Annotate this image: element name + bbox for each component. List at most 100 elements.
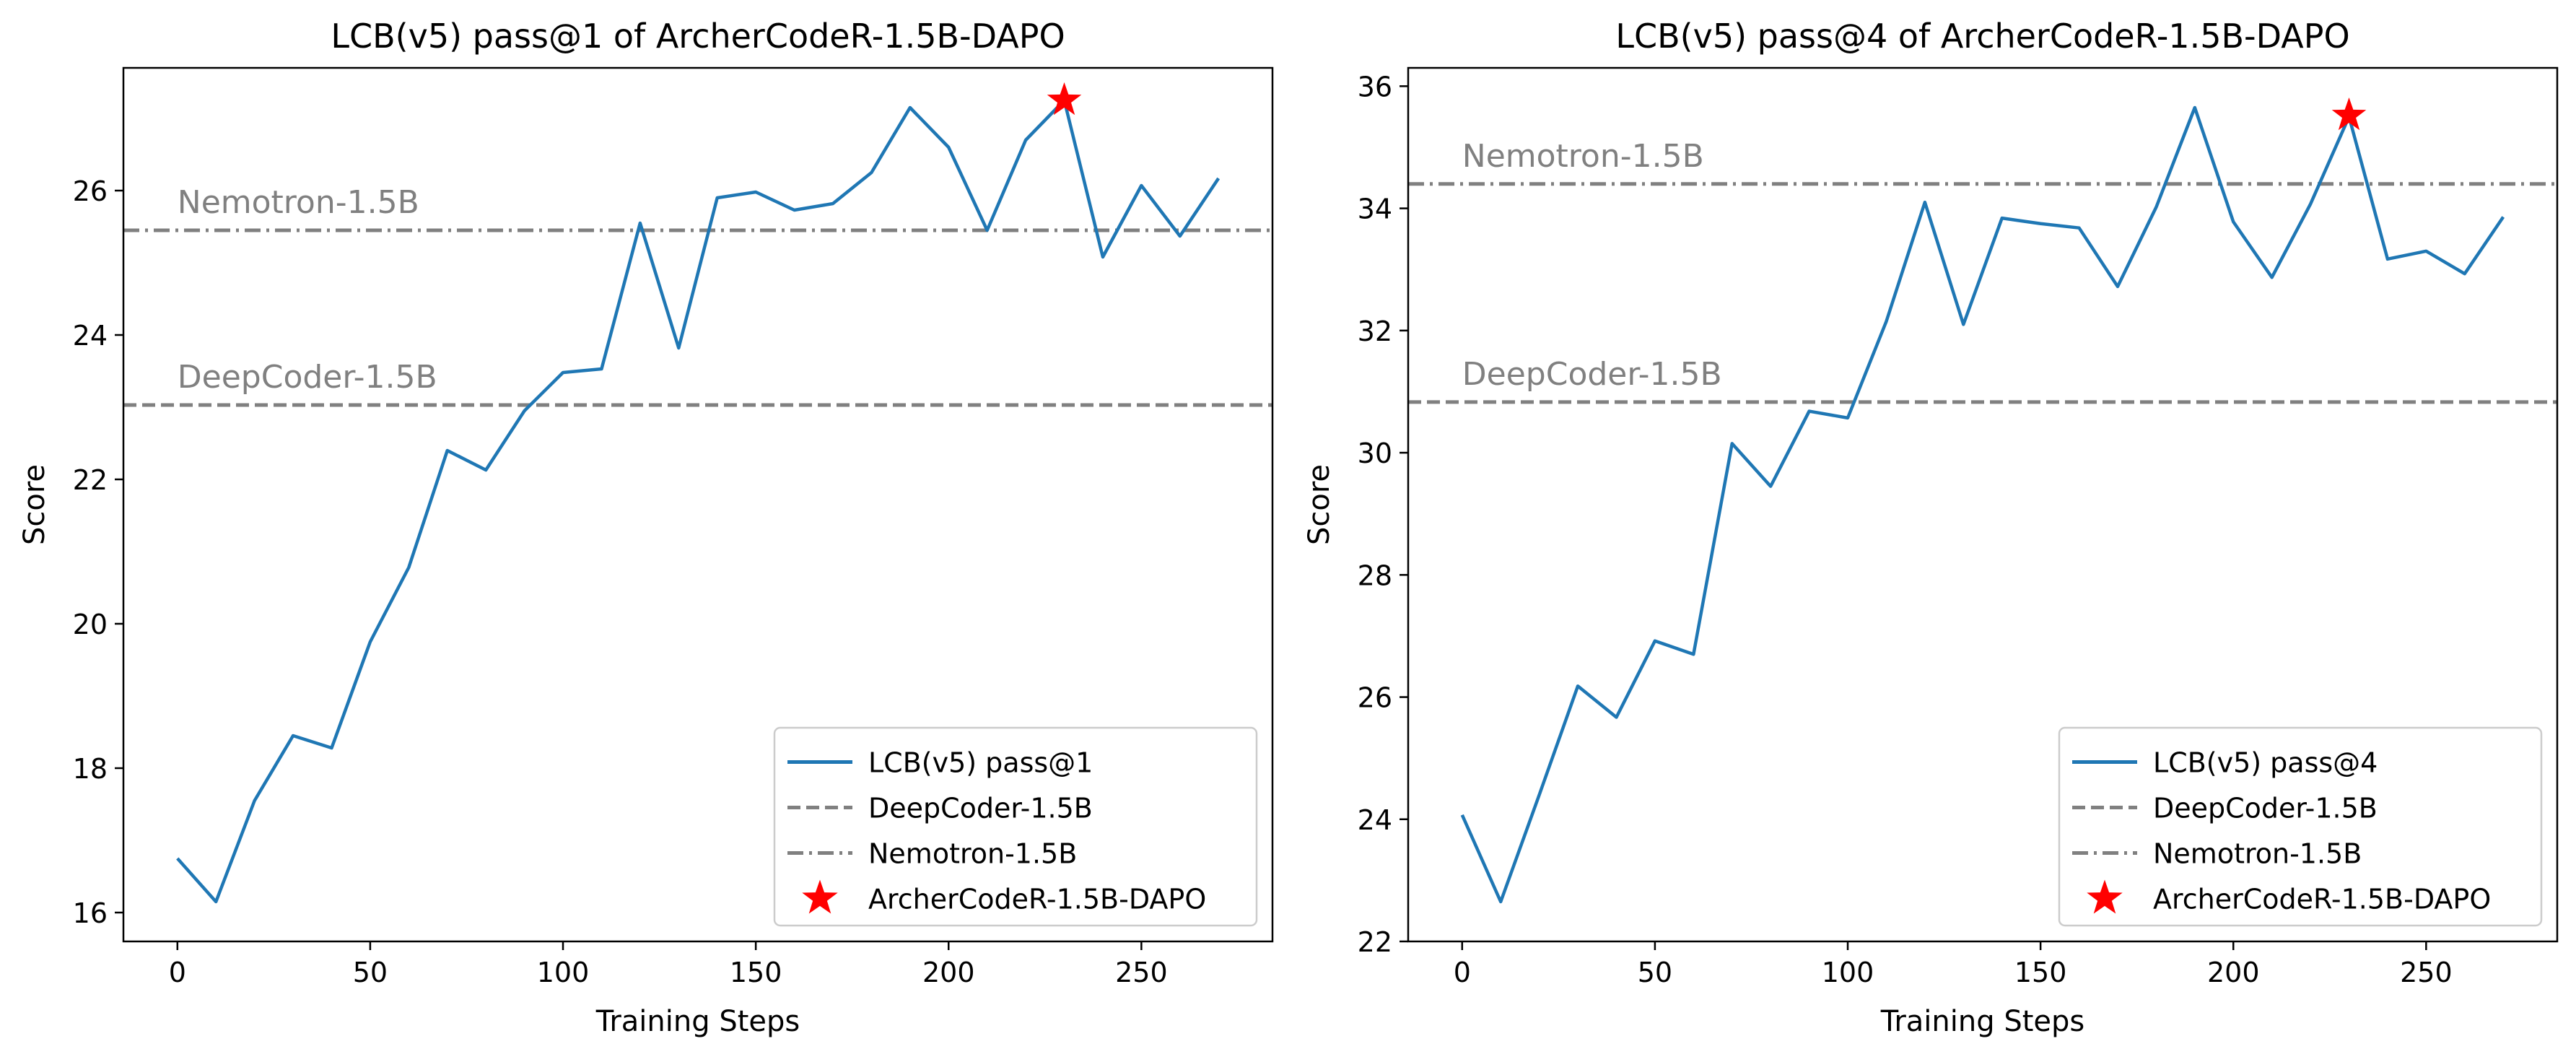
data-point [2154,205,2158,209]
data-point [175,856,180,861]
y-axis-label: Score [18,464,51,545]
chart-title: LCB(v5) pass@1 of ArcherCodeR-1.5B-DAPO [331,17,1065,56]
x-tick-label: 150 [2014,957,2067,988]
highlight-star-marker [1047,82,1082,116]
data-point [1139,183,1143,188]
legend-box [2058,726,2543,927]
data-point [908,105,912,110]
legend-star-icon [2087,879,2123,914]
x-tick-label: 200 [2207,957,2260,988]
legend-item: LCB(v5) pass@1 [787,747,1093,779]
legend: LCB(v5) pass@4 DeepCoder-1.5B Nemotron-1.5… [2058,726,2543,927]
x-tick-label: 200 [922,957,975,988]
data-point [2308,202,2313,206]
x-axis-label: Training Steps [1880,1005,2084,1038]
y-axis-label: Score [1303,464,1336,545]
data-point [946,145,951,149]
data-point [1576,684,1580,688]
data-point [1923,200,1927,204]
legend-label: DeepCoder-1.5B [868,793,1093,824]
x-tick-label: 0 [169,957,186,988]
legend: LCB(v5) pass@1 DeepCoder-1.5B Nemotron-1.5… [773,726,1258,927]
data-point [1691,652,1695,656]
data-point [484,468,488,472]
x-tick-label: 250 [2400,957,2453,988]
y-tick-label: 36 [1358,71,1392,103]
y-tick-label: 30 [1358,438,1392,469]
data-point [2385,257,2390,261]
x-tick-label: 50 [1638,957,1672,988]
y-tick-label: 22 [1358,926,1392,958]
legend-label: ArcherCodeR-1.5B-DAPO [868,884,1206,915]
y-tick-label: 28 [1358,560,1392,591]
data-point [2116,284,2120,289]
data-point [2424,249,2428,253]
data-point [1101,255,1105,259]
x-tick-label: 150 [730,957,782,988]
data-point [1178,234,1182,238]
legend-item: DeepCoder-1.5B [787,793,1093,824]
data-point [1614,715,1618,719]
legend-item: DeepCoder-1.5B [2072,793,2378,824]
data-point [561,370,565,375]
reference-label-deepcoder-1-5b: DeepCoder-1.5B [178,359,437,396]
data-point [1730,441,1734,445]
series-line [176,98,1221,904]
data-point [754,190,758,194]
y-tick-label: 26 [73,175,108,207]
x-axis-label: Training Steps [595,1005,800,1038]
y-tick-label: 26 [1358,682,1392,714]
legend-item: Nemotron-1.5B [2072,838,2362,870]
data-point [869,170,873,175]
chart-panel-1: LCB(v5) pass@1 of ArcherCodeR-1.5B-DAPO D… [18,17,1274,1038]
highlight-star-marker [2331,97,2367,131]
legend-label: DeepCoder-1.5B [2153,793,2378,824]
data-point [2270,275,2274,279]
legend-label: LCB(v5) pass@1 [868,747,1093,779]
legend-label: ArcherCodeR-1.5B-DAPO [2153,884,2491,915]
x-tick-label: 100 [537,957,590,988]
chart-panel-2: LCB(v5) pass@4 of ArcherCodeR-1.5B-DAPO D… [1303,17,2559,1038]
data-point [291,734,295,738]
data-point [1961,322,1965,326]
data-point [253,798,257,803]
data-point [1884,319,1888,323]
data-point [445,448,450,453]
data-point [214,900,218,904]
legend-star-icon [802,879,838,914]
data-point [406,565,411,570]
legend-label: LCB(v5) pass@4 [2153,747,2378,779]
data-point [2501,214,2505,219]
data-point [1023,138,1028,142]
legend-item: LCB(v5) pass@4 [2072,747,2378,779]
legend-item: Nemotron-1.5B [787,838,1077,870]
y-tick-label: 24 [73,320,108,352]
reference-label-nemotron-1-5b: Nemotron-1.5B [1462,138,1704,175]
y-tick-label: 32 [1358,315,1392,347]
legend-label: Nemotron-1.5B [868,838,1077,870]
y-tick-label: 34 [1358,193,1392,225]
reference-label-deepcoder-1-5b: DeepCoder-1.5B [1462,356,1722,393]
data-point [793,208,797,212]
data-point [1537,793,1542,797]
legend-item: ArcherCodeR-1.5B-DAPO [802,879,1206,915]
y-tick-label: 16 [73,897,108,929]
data-point [1653,639,1657,643]
x-tick-label: 50 [353,957,388,988]
plot-frame [1407,66,2559,943]
data-point [1498,900,1503,904]
x-tick-label: 250 [1115,957,1168,988]
reference-label-nemotron-1-5b: Nemotron-1.5B [178,184,419,221]
data-point [329,746,333,750]
data-point [2463,271,2467,276]
data-point [1768,484,1773,489]
data-point [368,640,372,644]
data-point [2077,226,2082,230]
data-point [2193,105,2197,110]
legend-box [773,726,1258,927]
data-point [1807,409,1812,414]
data-point [1460,813,1464,817]
x-tick-label: 100 [1822,957,1874,988]
chart-title: LCB(v5) pass@4 of ArcherCodeR-1.5B-DAPO [1615,17,2349,56]
data-point [985,228,990,232]
